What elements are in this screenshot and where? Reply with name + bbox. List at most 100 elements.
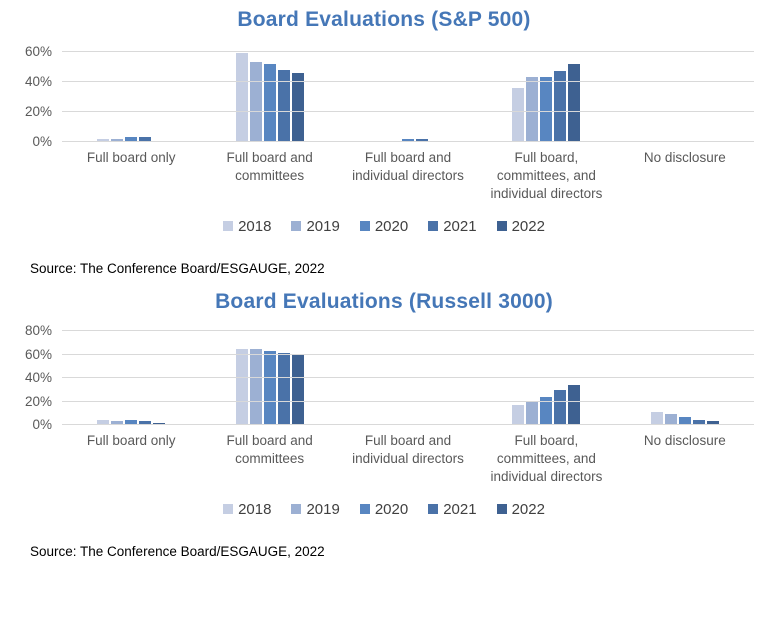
gridline-80 bbox=[62, 330, 754, 332]
gridline-20 bbox=[62, 110, 754, 112]
legend-label: 2020 bbox=[374, 217, 409, 235]
chart-body-sp500: 0% 20% 40% 60% bbox=[0, 43, 768, 149]
legend-item-2020: 2020 bbox=[359, 500, 409, 518]
legend-swatch-icon bbox=[359, 221, 370, 231]
gridline-40 bbox=[62, 377, 754, 379]
legend-item-2021: 2021 bbox=[428, 500, 477, 518]
bar-2022 bbox=[568, 385, 581, 425]
gridline-40 bbox=[62, 80, 754, 82]
x-axis-label: No disclosure bbox=[643, 433, 726, 448]
bar-2022 bbox=[291, 354, 304, 425]
bar-2021 bbox=[554, 389, 567, 425]
bar-2018 bbox=[97, 139, 110, 142]
bar-2020 bbox=[678, 416, 691, 425]
bar-2019 bbox=[249, 348, 262, 425]
legend-swatch-icon bbox=[223, 504, 234, 514]
bar-2021 bbox=[139, 421, 152, 425]
y-axis-label-20: 20% bbox=[24, 103, 52, 119]
bar-2021 bbox=[277, 353, 290, 425]
bar-2020 bbox=[263, 63, 276, 142]
chart-russell3000: Board Evaluations (Russell 3000) 0% 20% 40… bbox=[0, 290, 768, 559]
x-axis-label: Full board and committees bbox=[226, 433, 313, 466]
bar-group bbox=[477, 324, 615, 425]
x-axis-label: Full board only bbox=[86, 433, 176, 448]
bar-2020 bbox=[540, 77, 553, 142]
x-axis-label: Full board, committees, and individual d… bbox=[490, 150, 603, 201]
x-axis-spacer bbox=[0, 142, 62, 203]
legend-swatch-icon bbox=[496, 504, 507, 514]
legend-item-2018: 2018 bbox=[223, 501, 271, 518]
bar-2021 bbox=[554, 71, 567, 142]
bar-2019 bbox=[249, 62, 262, 142]
gridline-0 bbox=[62, 424, 754, 425]
legend-item-2022: 2022 bbox=[496, 218, 545, 235]
legend-label: 2019 bbox=[306, 217, 340, 235]
bar-group bbox=[200, 44, 338, 142]
legend-label: 2021 bbox=[443, 500, 477, 518]
x-axis-labels-russell3000: Full board only Full board and committees… bbox=[62, 425, 754, 486]
bar-2022 bbox=[153, 422, 166, 425]
bar-groups-sp500 bbox=[62, 44, 754, 142]
y-axis-russell3000: 0% 20% 40% 60% 80% bbox=[0, 323, 62, 432]
legend-swatch-icon bbox=[359, 504, 370, 514]
legend-label: 2022 bbox=[511, 500, 545, 518]
bar-group bbox=[62, 324, 200, 425]
bar-2018 bbox=[650, 412, 663, 425]
gridline-0 bbox=[62, 141, 754, 142]
legend-swatch-icon bbox=[428, 504, 439, 514]
legend-russell3000: 2018 2019 2020 2021 2022 bbox=[0, 500, 768, 518]
bar-group bbox=[616, 324, 754, 425]
chart-sp500: Board Evaluations (S&P 500) 0% 20% 40% 60% … bbox=[0, 8, 768, 276]
report-page: Board Evaluations (S&P 500) 0% 20% 40% 60% … bbox=[0, 8, 768, 559]
bar-2020 bbox=[125, 420, 138, 425]
chart-title-russell3000: Board Evaluations (Russell 3000) bbox=[215, 290, 553, 313]
legend-item-2020: 2020 bbox=[359, 217, 409, 235]
x-axis-label: Full board only bbox=[86, 150, 176, 165]
y-axis-label-40: 40% bbox=[24, 73, 52, 89]
legend-swatch-icon bbox=[223, 221, 234, 231]
bar-2018 bbox=[235, 348, 248, 425]
bar-group bbox=[616, 44, 754, 142]
bar-group bbox=[62, 44, 200, 142]
bar-2020 bbox=[402, 139, 415, 142]
legend-label: 2018 bbox=[238, 217, 272, 235]
gridline-60 bbox=[62, 353, 754, 355]
legend-label: 2021 bbox=[443, 217, 477, 235]
bar-2019 bbox=[526, 401, 539, 425]
legend-swatch-icon bbox=[291, 221, 302, 231]
y-axis-label-60: 60% bbox=[24, 43, 52, 59]
chart-title-sp500: Board Evaluations (S&P 500) bbox=[237, 8, 531, 31]
bar-2019 bbox=[111, 421, 124, 425]
bar-2021 bbox=[692, 420, 705, 425]
bar-group bbox=[477, 44, 615, 142]
legend-label: 2020 bbox=[374, 500, 409, 518]
plot-sp500 bbox=[62, 44, 754, 142]
x-axis-label: Full board and individual directors bbox=[352, 433, 464, 466]
bar-2022 bbox=[568, 63, 581, 142]
source-note-sp500: Source: The Conference Board/ESGAUGE, 20… bbox=[30, 261, 325, 276]
y-axis-label-0: 0% bbox=[32, 417, 52, 432]
bar-2018 bbox=[512, 405, 525, 425]
bar-2020 bbox=[125, 137, 138, 142]
y-axis-sp500: 0% 20% 40% 60% bbox=[0, 43, 62, 148]
x-axis-label: Full board and individual directors bbox=[352, 150, 464, 183]
x-axis-sp500: Full board only Full board and committees… bbox=[0, 142, 768, 203]
legend-sp500: 2018 2019 2020 2021 2022 bbox=[0, 217, 768, 235]
bar-group bbox=[200, 324, 338, 425]
bar-2019 bbox=[111, 139, 124, 142]
x-axis-label: No disclosure bbox=[643, 150, 726, 165]
bar-2019 bbox=[664, 414, 677, 425]
y-axis-label-80: 80% bbox=[24, 323, 52, 339]
plot-russell3000 bbox=[62, 324, 754, 425]
bar-2018 bbox=[97, 420, 110, 425]
legend-swatch-icon bbox=[428, 221, 439, 231]
bar-2022 bbox=[706, 421, 719, 425]
bar-2019 bbox=[526, 77, 539, 142]
legend-label: 2019 bbox=[306, 500, 340, 518]
x-axis-labels-sp500: Full board only Full board and committees… bbox=[62, 142, 754, 203]
bar-group bbox=[339, 324, 477, 425]
x-axis-spacer bbox=[0, 425, 62, 486]
legend-item-2018: 2018 bbox=[223, 218, 271, 235]
legend-item-2019: 2019 bbox=[291, 500, 340, 518]
bar-2021 bbox=[277, 69, 290, 142]
